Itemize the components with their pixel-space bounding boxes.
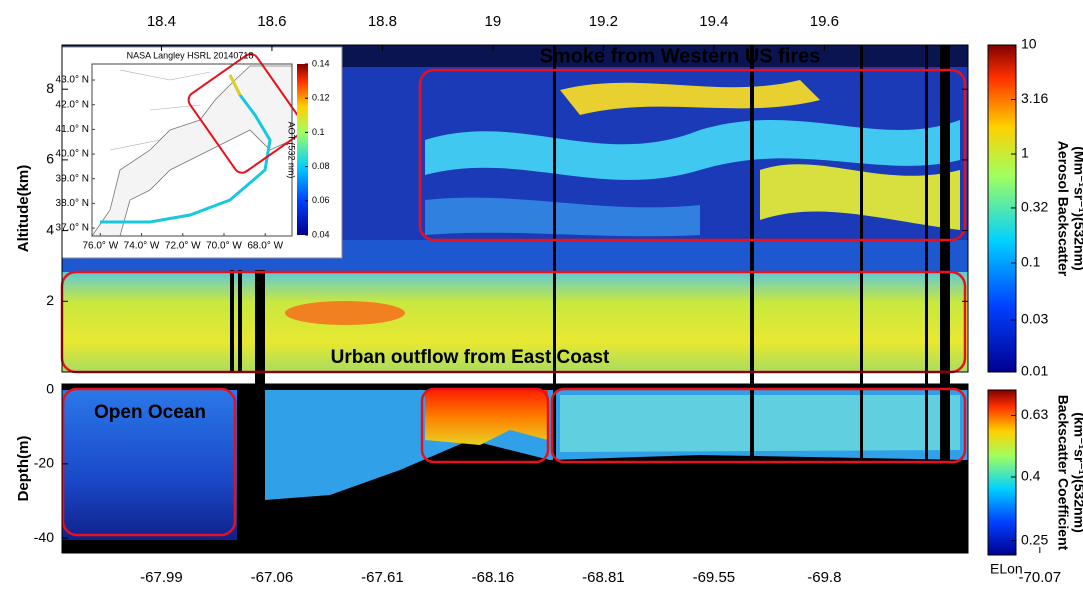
colorbar-tick-label: 10 <box>1021 36 1037 52</box>
annotation: George’s Bank <box>411 470 545 491</box>
y-tick-label: -20 <box>34 455 54 471</box>
colorbar-tick-label: 0.08 <box>312 161 330 171</box>
x-tick-label: 19.6 <box>810 13 839 30</box>
map-x-tick-label: 76.0° W <box>82 241 118 252</box>
colorbar-tick-label: 0.1 <box>1021 254 1041 270</box>
x-tick-label: -69.55 <box>693 569 736 586</box>
colorbar-frame <box>987 389 1017 556</box>
colorbar-tick-label: 0.14 <box>312 58 330 68</box>
colorbar-tick-label: 0.32 <box>1021 199 1048 215</box>
plot-frame <box>61 383 969 554</box>
colorbar-label: (km⁻¹sr⁻¹)(532nm) <box>1071 412 1083 533</box>
annotation: Black region: retrieval discontinued at … <box>371 515 863 535</box>
colorbar-tick-label: 3.16 <box>1021 90 1048 106</box>
y-tick-label: 2 <box>46 292 54 308</box>
colorbar-footer: ELon <box>990 561 1023 577</box>
x-tick-label: -68.16 <box>472 569 515 586</box>
colorbar-tick-label: 0.25 <box>1021 531 1048 547</box>
x-tick-label: 19.2 <box>589 13 618 30</box>
x-tick-label: -68.81 <box>582 569 625 586</box>
map-y-tick-label: 43.0° N <box>56 75 89 86</box>
depth-image <box>62 384 968 553</box>
map-y-tick-label: 39.0° N <box>56 173 89 184</box>
annotation: Open Ocean <box>94 402 206 423</box>
x-tick-label: 19 <box>485 13 502 30</box>
colorbar-label: Backscatter Coefficient <box>1055 395 1071 551</box>
colorbar-tick-label: 0.01 <box>1021 363 1048 379</box>
colorbar-tick-label: 1 <box>1021 145 1029 161</box>
inset-map <box>61 46 343 259</box>
x-tick-label: -67.99 <box>140 569 183 586</box>
colorbar-tick-label: 0.63 <box>1021 406 1048 422</box>
annotation: Smoke from Western US fires <box>540 45 821 67</box>
map-x-tick-label: 68.0° W <box>247 241 283 252</box>
map-frame <box>91 63 293 237</box>
map-x-tick-label: 70.0° W <box>206 241 242 252</box>
colorbar-tick-label: 0.1 <box>312 127 325 137</box>
map-y-tick-label: 38.0° N <box>56 198 89 209</box>
colorbar <box>988 45 1016 372</box>
annotation: Gulf of Maine <box>667 470 787 491</box>
y-tick-label: 0 <box>46 380 54 396</box>
x-tick-label: -69.8 <box>807 569 841 586</box>
x-tick-label: 18.8 <box>368 13 397 30</box>
annotation: Urban outflow from East Coast <box>331 347 610 368</box>
colorbar <box>988 390 1016 555</box>
colorbar-tick-label: 0.12 <box>312 93 330 103</box>
y-tick-label: 8 <box>46 80 54 96</box>
x-tick-label: -67.06 <box>251 569 294 586</box>
colorbar-frame <box>987 44 1017 373</box>
map-y-tick-label: 42.0° N <box>56 99 89 110</box>
colorbar-tick-label: 0.4 <box>1021 468 1041 484</box>
map-x-tick-label: 72.0° W <box>165 241 201 252</box>
colorbar-label: Aerosol Backscatter <box>1055 141 1071 277</box>
y-tick-label: -40 <box>34 529 54 545</box>
x-tick-label: -67.61 <box>361 569 404 586</box>
x-tick-label: -70.07 <box>1019 569 1062 586</box>
y-tick-label: 4 <box>46 221 54 237</box>
data-gaps <box>230 45 950 553</box>
y-axis-label: Altitude(km) <box>15 165 32 253</box>
map-y-tick-label: 37.0° N <box>56 223 89 234</box>
plot-frame <box>61 44 969 373</box>
x-tick-label: 18.4 <box>147 13 176 30</box>
x-tick-label: 18.6 <box>257 13 286 30</box>
colorbar-tick-label: 0.06 <box>312 195 330 205</box>
map-title: NASA Langley HSRL 20140718 <box>127 50 254 60</box>
colorbar-tick-label: 0.04 <box>312 229 330 239</box>
map-y-tick-label: 40.0° N <box>56 149 89 160</box>
map-x-tick-label: 74.0° W <box>124 241 160 252</box>
colorbar-tick-label: 0.03 <box>1021 311 1048 327</box>
x-tick-label: 19.4 <box>699 13 728 30</box>
y-tick-label: 6 <box>46 151 54 167</box>
map-y-tick-label: 41.0° N <box>56 124 89 135</box>
colorbar-label: AOT (532 nm) <box>287 122 297 179</box>
colorbar-label: (Mm⁻¹sr⁻¹)(532nm) <box>1071 146 1083 270</box>
y-axis-label: Depth(m) <box>15 436 32 502</box>
